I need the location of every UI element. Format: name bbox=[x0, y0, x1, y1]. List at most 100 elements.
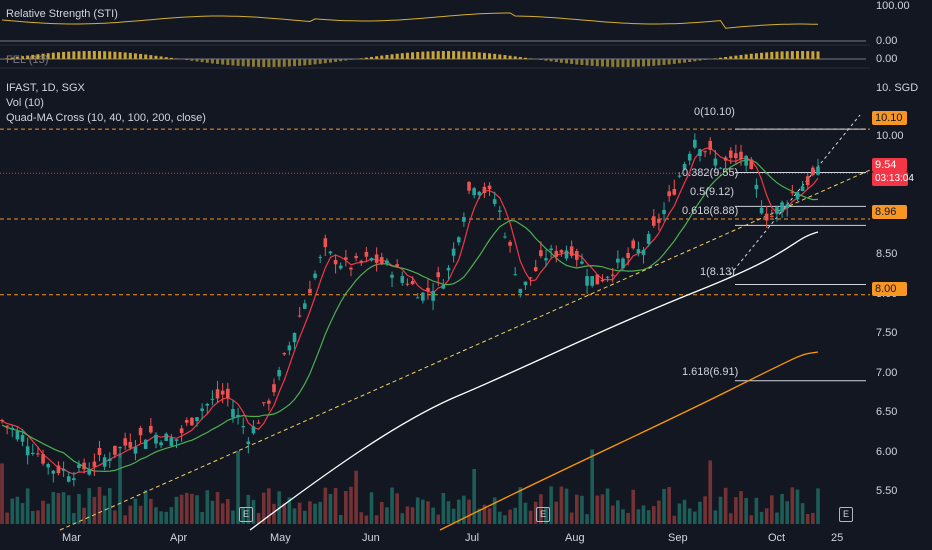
fel-bar bbox=[380, 55, 384, 59]
fel-bar bbox=[395, 53, 399, 59]
fib-label-1: 1(8.13) bbox=[700, 266, 735, 278]
candle-body bbox=[539, 250, 543, 257]
volume-bar bbox=[574, 494, 579, 524]
candle-body bbox=[805, 176, 810, 186]
candle-body bbox=[333, 259, 338, 265]
fel-bar bbox=[282, 59, 286, 67]
time-tick: 25 bbox=[831, 532, 844, 544]
high-price-tag: 10.10 bbox=[872, 111, 907, 125]
fel-bar bbox=[308, 59, 312, 65]
volume-indicator-label[interactable]: Vol (10) bbox=[6, 97, 44, 109]
fel-bar bbox=[482, 52, 486, 59]
volume-bar bbox=[811, 512, 815, 524]
support-price-tag-1: 8.96 bbox=[872, 205, 907, 219]
candle-body bbox=[775, 207, 779, 214]
volume-bar bbox=[708, 460, 713, 524]
price-tick: 10.00 bbox=[876, 130, 904, 142]
volume-bar bbox=[441, 492, 446, 524]
volume-bar bbox=[46, 503, 50, 524]
candle-body bbox=[256, 422, 261, 424]
fel-bar bbox=[518, 57, 522, 59]
fel-bar bbox=[144, 54, 148, 59]
fel-bar bbox=[272, 59, 276, 67]
volume-bar bbox=[354, 470, 358, 524]
volume-bar bbox=[421, 499, 425, 524]
earnings-marker-2[interactable]: E bbox=[536, 507, 550, 522]
candle-body bbox=[385, 260, 389, 264]
candle-body bbox=[308, 288, 312, 294]
volume-bar bbox=[179, 494, 184, 524]
candle-body bbox=[687, 153, 692, 161]
fel-bar bbox=[677, 59, 681, 64]
volume-bar bbox=[549, 486, 553, 524]
fel-bar bbox=[385, 54, 389, 59]
candle-body bbox=[744, 155, 748, 166]
fel-bar bbox=[359, 58, 363, 59]
volume-bar bbox=[405, 506, 410, 524]
symbol-title[interactable]: IFAST, 1D, SGX bbox=[6, 82, 85, 94]
volume-bar bbox=[698, 501, 702, 524]
fel-bar bbox=[98, 51, 102, 59]
volume-bar bbox=[775, 512, 779, 524]
volume-bar bbox=[30, 510, 35, 524]
candle-body bbox=[528, 277, 533, 279]
fel-bar bbox=[221, 59, 225, 65]
candle-body bbox=[559, 250, 564, 253]
fel-bar bbox=[77, 51, 81, 59]
time-tick: Jun bbox=[362, 532, 380, 544]
volume-bar bbox=[5, 512, 9, 524]
candle-body bbox=[272, 384, 276, 393]
fel-bar bbox=[600, 59, 604, 67]
fel-bar bbox=[472, 52, 476, 59]
volume-bar bbox=[723, 487, 728, 524]
candle-body bbox=[318, 256, 322, 258]
fel-bar bbox=[790, 51, 794, 59]
candle-body bbox=[574, 250, 579, 260]
candle-body bbox=[77, 464, 81, 468]
fel-bar bbox=[216, 59, 220, 65]
fel-bar bbox=[595, 59, 599, 67]
last-price-tag: 9.54 bbox=[872, 158, 907, 172]
fel-bar bbox=[67, 51, 71, 59]
candle-body bbox=[723, 157, 728, 161]
candle-body bbox=[241, 426, 246, 428]
volume-bar bbox=[143, 490, 148, 524]
fel-panel-title: FEL (13) bbox=[6, 54, 49, 66]
volume-bar bbox=[92, 496, 97, 524]
earnings-marker-3[interactable]: E bbox=[839, 507, 853, 522]
volume-bar bbox=[498, 511, 502, 524]
volume-bar bbox=[272, 503, 276, 524]
earnings-marker-1[interactable]: E bbox=[239, 507, 253, 522]
fel-bar bbox=[411, 52, 415, 59]
volume-bar bbox=[390, 487, 394, 524]
volume-bar bbox=[590, 449, 594, 524]
volume-bar bbox=[533, 501, 538, 524]
volume-bar bbox=[25, 488, 30, 524]
volume-bar bbox=[600, 494, 605, 524]
ma-cross-indicator-label[interactable]: Quad-MA Cross (10, 40, 100, 200, close) bbox=[6, 112, 206, 124]
volume-bar bbox=[323, 487, 328, 524]
volume-bar bbox=[513, 507, 518, 524]
fel-bar bbox=[72, 51, 76, 59]
time-tick: Mar bbox=[62, 532, 81, 544]
candle-body bbox=[415, 297, 420, 299]
fel-bar bbox=[508, 55, 512, 59]
candle-body bbox=[282, 353, 287, 355]
candle-body bbox=[816, 166, 820, 175]
volume-bar bbox=[51, 491, 56, 524]
fel-bar bbox=[92, 51, 96, 59]
currency-label: 10. SGD bbox=[876, 82, 919, 94]
fel-bar bbox=[652, 59, 656, 66]
volume-bar bbox=[605, 488, 610, 524]
volume-bar bbox=[703, 496, 707, 524]
fel-bar bbox=[795, 51, 799, 59]
fel-bar bbox=[754, 53, 758, 59]
candle-body bbox=[410, 280, 415, 285]
candle-body bbox=[754, 184, 759, 190]
candle-body bbox=[364, 251, 369, 257]
candle-body bbox=[472, 188, 476, 196]
candle-body bbox=[446, 267, 451, 271]
volume-bar bbox=[467, 499, 471, 524]
fel-bar bbox=[21, 56, 25, 59]
